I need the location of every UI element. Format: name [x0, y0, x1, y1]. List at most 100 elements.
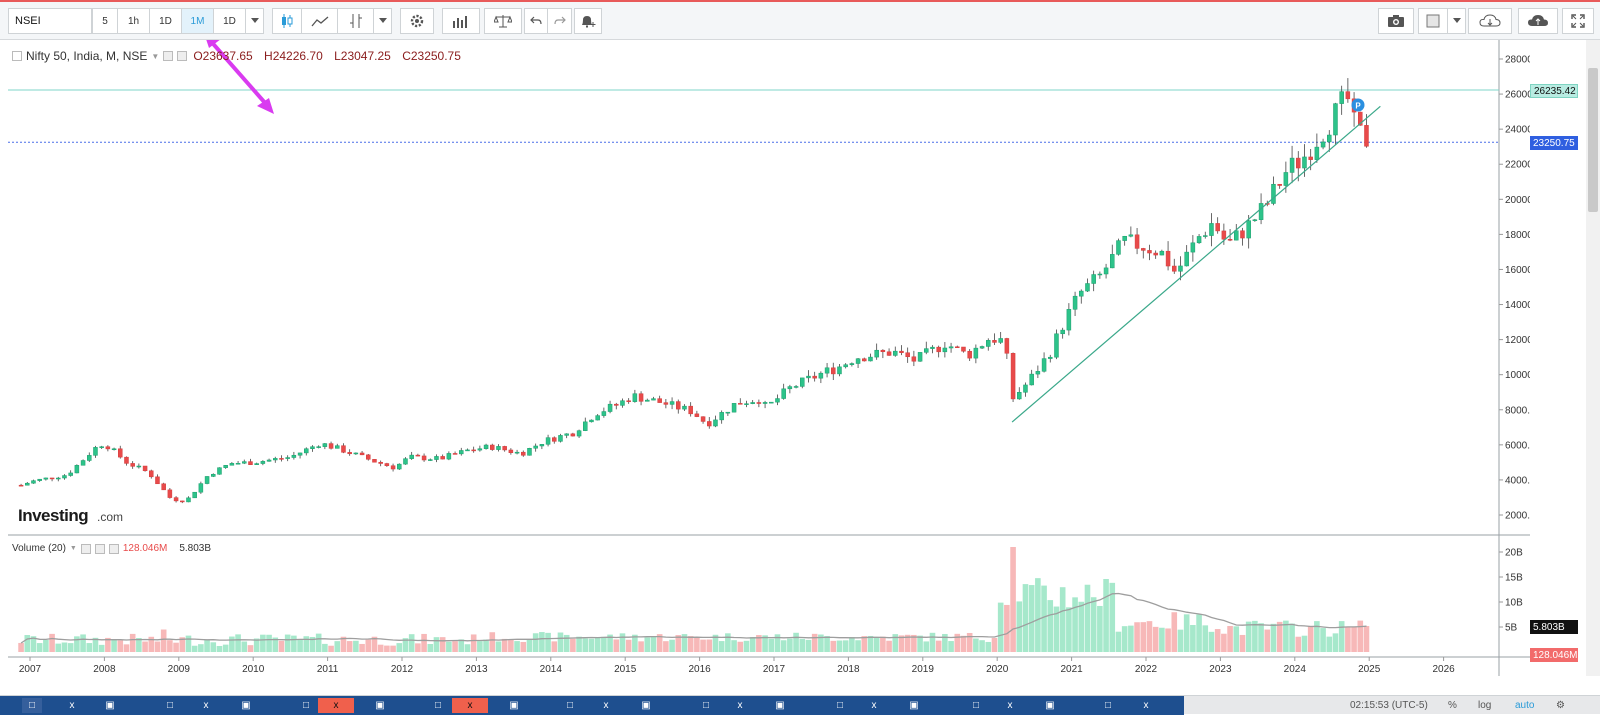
volume-bar — [1233, 626, 1240, 652]
close-icon[interactable]: x — [737, 700, 743, 711]
candle-body — [192, 491, 197, 499]
volume-bar — [123, 644, 130, 652]
window-thumb-icon[interactable]: ▣ — [241, 700, 251, 711]
restore-icon[interactable]: □ — [434, 700, 442, 711]
candle-body — [142, 465, 148, 472]
layout-button[interactable] — [1418, 8, 1448, 34]
volume-bar — [1066, 607, 1072, 652]
percent-toggle[interactable]: % — [1448, 700, 1457, 711]
x-tick-label: 2017 — [763, 664, 786, 675]
restore-icon[interactable]: □ — [702, 700, 710, 711]
interval-1d-button[interactable]: 1D — [150, 8, 182, 34]
layout-dropdown[interactable] — [1448, 8, 1466, 34]
chart-type-dropdown[interactable] — [374, 8, 392, 34]
close-icon[interactable]: x — [203, 700, 209, 711]
scrollbar-thumb[interactable] — [1588, 68, 1598, 212]
load-chart-button[interactable] — [1468, 8, 1512, 34]
window-thumb-icon[interactable]: ▣ — [1045, 700, 1055, 711]
indicators-button[interactable] — [338, 8, 374, 34]
redo-button[interactable] — [548, 8, 572, 34]
auto-toggle[interactable]: auto — [1515, 700, 1535, 711]
y-tick-label: 20000.00 — [1505, 195, 1530, 206]
volume-bar — [749, 637, 756, 652]
close-icon[interactable]: x — [1007, 700, 1013, 711]
candle-body — [335, 445, 340, 449]
bar-indicator-button[interactable] — [442, 8, 480, 34]
volume-bar — [489, 632, 496, 652]
close-icon[interactable]: x — [452, 698, 488, 713]
camera-icon — [1388, 15, 1404, 27]
restore-icon[interactable]: □ — [22, 698, 42, 713]
candle-body — [793, 386, 799, 388]
legend-settings-icon[interactable] — [163, 51, 174, 61]
settings-button[interactable] — [400, 8, 434, 34]
window-thumb-icon[interactable]: ▣ — [105, 700, 115, 711]
candle-body — [1147, 250, 1152, 254]
price-chart[interactable]: 28000.00 26000.00 24000.00 22000.00 20000.00… — [8, 40, 1530, 676]
collapse-icon[interactable] — [12, 51, 22, 61]
volume-bar — [1214, 629, 1221, 652]
fullscreen-button[interactable] — [1562, 8, 1594, 34]
close-icon[interactable]: x — [603, 700, 609, 711]
volume-bar — [105, 637, 111, 652]
candle-body — [508, 449, 514, 453]
window-thumb-icon[interactable]: ▣ — [775, 700, 785, 711]
restore-icon[interactable]: □ — [972, 700, 980, 711]
volume-bar — [911, 634, 917, 652]
candle-body — [607, 403, 613, 412]
restore-icon[interactable]: □ — [836, 700, 844, 711]
time-axis[interactable]: 2007 2008 2009 2010 2011 2012 2013 2014 2015 2016… — [19, 657, 1455, 675]
restore-icon[interactable]: □ — [302, 700, 310, 711]
volume-dropdown-icon[interactable]: ▼ — [69, 545, 77, 552]
window-thumb-icon[interactable]: ▣ — [375, 700, 385, 711]
volume-bar — [873, 636, 880, 652]
trend-line[interactable] — [1011, 105, 1381, 423]
interval-1h-button[interactable]: 1h — [118, 8, 150, 34]
volume-close-icon[interactable] — [108, 543, 119, 554]
restore-icon[interactable]: □ — [566, 700, 574, 711]
interval-1d-alt-button[interactable]: 1D — [214, 8, 246, 34]
line-chart-button[interactable] — [302, 8, 338, 34]
page-scrollbar[interactable] — [1586, 40, 1600, 676]
candles-button[interactable] — [272, 8, 302, 34]
close-icon[interactable]: x — [69, 700, 75, 711]
volume-visibility-icon[interactable] — [94, 543, 105, 554]
candle-body — [638, 393, 644, 402]
candle-body — [56, 477, 61, 480]
price-axis[interactable]: 28000.00 26000.00 24000.00 22000.00 20000.00… — [1499, 55, 1530, 522]
symbol-input[interactable]: NSEI — [8, 8, 92, 34]
volume-bar — [142, 641, 148, 652]
p-marker[interactable]: P — [1351, 98, 1365, 112]
window-thumb-icon[interactable]: ▣ — [509, 700, 519, 711]
legend-visibility-icon[interactable] — [177, 51, 188, 61]
close-icon[interactable]: x — [318, 698, 354, 713]
volume-bar — [1140, 622, 1147, 652]
close-icon[interactable]: x — [1143, 700, 1149, 711]
save-chart-button[interactable] — [1518, 8, 1558, 34]
compare-button[interactable] — [484, 8, 522, 34]
volume-bar — [1059, 587, 1066, 652]
interval-dropdown-button[interactable] — [246, 8, 264, 34]
close-icon[interactable]: x — [871, 700, 877, 711]
legend-dropdown-icon[interactable]: ▼ — [151, 51, 160, 61]
gear-icon[interactable]: ⚙ — [1556, 700, 1565, 711]
window-thumb-icon[interactable]: ▣ — [641, 700, 651, 711]
volume-bar — [154, 641, 161, 652]
candle-body — [31, 480, 36, 484]
candle-body — [155, 476, 160, 485]
window-thumb-icon[interactable]: ▣ — [909, 700, 919, 711]
screenshot-button[interactable] — [1378, 8, 1414, 34]
undo-button[interactable] — [524, 8, 548, 34]
volume-bar — [204, 639, 210, 652]
volume-bar — [601, 636, 607, 652]
restore-icon[interactable]: □ — [1104, 700, 1112, 711]
restore-icon[interactable]: □ — [166, 700, 174, 711]
x-tick-label: 2014 — [540, 664, 563, 675]
interval-5-button[interactable]: 5 — [92, 8, 118, 34]
volume-bar — [1183, 614, 1190, 652]
volume-settings-icon[interactable] — [80, 543, 91, 554]
interval-1m-button[interactable]: 1M — [182, 8, 214, 34]
log-toggle[interactable]: log — [1478, 700, 1492, 711]
alert-button[interactable] — [574, 8, 602, 34]
volume-axis[interactable]: 20B 15B 10B 5B — [1499, 548, 1523, 634]
